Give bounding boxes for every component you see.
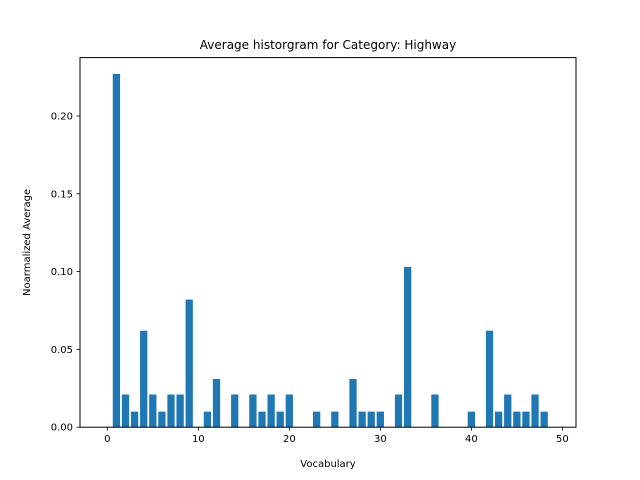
y-tick-label: 0.15	[51, 189, 73, 200]
y-tick-label: 0.20	[51, 111, 73, 122]
bar-17	[258, 411, 266, 428]
bar-12	[212, 378, 221, 428]
bar-42	[485, 330, 494, 428]
bar-48	[540, 411, 548, 428]
x-tick-label: 20	[283, 434, 296, 445]
chart-title: Average historgram for Category: Highway	[200, 38, 456, 52]
x-tick-label: 0	[104, 434, 110, 445]
bar-16	[249, 394, 257, 428]
bar-33	[403, 266, 412, 428]
plot-frame	[79, 57, 577, 428]
bar-9	[185, 299, 193, 428]
bar-20	[285, 394, 293, 428]
bar-3	[130, 411, 139, 428]
bar-11	[203, 411, 212, 428]
bar-19	[276, 411, 284, 428]
y-tick-label: 0.05	[51, 345, 73, 356]
bar-1	[112, 73, 121, 428]
x-tick-label: 50	[556, 434, 569, 445]
bar-29	[367, 411, 375, 428]
x-axis: 0 10 20 30 40 50	[104, 427, 569, 445]
y-axis: 0.00 0.05 0.10 0.15 0.20	[51, 111, 80, 434]
bar-32	[394, 394, 403, 428]
y-tick-label: 0.10	[51, 267, 73, 278]
bar-23	[312, 411, 321, 428]
y-axis-title: Noarmalized Average	[22, 189, 33, 296]
bar-25	[331, 411, 339, 428]
x-tick-label: 10	[192, 434, 205, 445]
bar-8	[176, 394, 184, 428]
bar-27	[349, 378, 357, 428]
bar-14	[231, 394, 239, 428]
x-tick-label: 40	[465, 434, 478, 445]
bar-2	[121, 394, 130, 428]
bar-7	[167, 394, 175, 428]
bar-4	[140, 330, 148, 428]
y-tick-label: 0.00	[51, 423, 73, 434]
bar-45	[513, 411, 521, 428]
bar-5	[149, 394, 157, 428]
bar-44	[504, 394, 512, 428]
bar-46	[522, 411, 530, 428]
x-tick-label: 30	[374, 434, 387, 445]
bar-6	[158, 411, 166, 428]
bar-28	[358, 411, 366, 428]
bar-43	[495, 411, 503, 428]
bar-40	[467, 411, 475, 428]
bar-47	[531, 394, 539, 428]
bar-30	[376, 411, 384, 428]
bars-group	[112, 73, 548, 428]
x-axis-title: Vocabulary	[300, 459, 356, 470]
bar-18	[267, 394, 275, 428]
bar-36	[431, 394, 439, 428]
